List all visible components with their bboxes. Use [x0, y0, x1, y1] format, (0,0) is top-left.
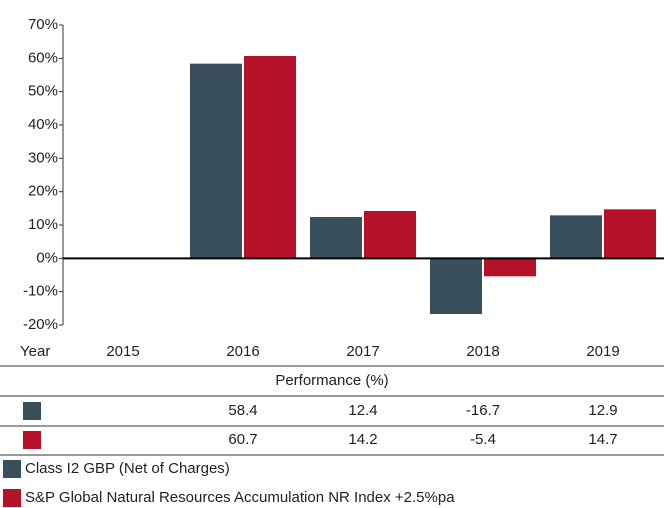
y-tick-label: -20% — [23, 316, 58, 333]
table-value: 14.2 — [348, 431, 377, 448]
table-value: 12.9 — [588, 402, 617, 419]
x-tick-label: 2019 — [586, 343, 619, 360]
table-swatch — [23, 431, 41, 449]
bar — [550, 215, 602, 259]
table-value: 12.4 — [348, 402, 377, 419]
y-tick-label: 50% — [28, 83, 58, 100]
bar — [364, 211, 416, 259]
y-tick-label: 10% — [28, 216, 58, 233]
x-tick-label: 2017 — [346, 343, 379, 360]
legend-swatch — [3, 489, 21, 507]
y-tick-label: 0% — [36, 249, 58, 266]
table-title: Performance (%) — [275, 372, 388, 389]
table-swatch — [23, 402, 41, 420]
bar — [484, 258, 536, 277]
bar — [310, 217, 362, 259]
table-value: 60.7 — [228, 431, 257, 448]
x-axis-label: Year — [20, 343, 50, 360]
bar — [244, 56, 296, 259]
y-tick-label: 70% — [28, 16, 58, 33]
legend-swatch — [3, 460, 21, 478]
legend-label: Class I2 GBP (Net of Charges) — [25, 460, 230, 477]
bar — [190, 63, 242, 259]
x-tick-label: 2015 — [106, 343, 139, 360]
x-tick-label: 2016 — [226, 343, 259, 360]
y-tick-label: 20% — [28, 183, 58, 200]
y-tick-label: 60% — [28, 49, 58, 66]
table-value: -5.4 — [470, 431, 496, 448]
y-tick-label: 40% — [28, 116, 58, 133]
legend-label: S&P Global Natural Resources Accumulatio… — [25, 489, 455, 506]
table-value: 14.7 — [588, 431, 617, 448]
y-tick-label: 30% — [28, 149, 58, 166]
bar — [604, 209, 656, 259]
x-tick-label: 2018 — [466, 343, 499, 360]
y-tick-label: -10% — [23, 283, 58, 300]
bar — [430, 258, 482, 314]
table-value: 58.4 — [228, 402, 257, 419]
table-value: -16.7 — [466, 402, 500, 419]
